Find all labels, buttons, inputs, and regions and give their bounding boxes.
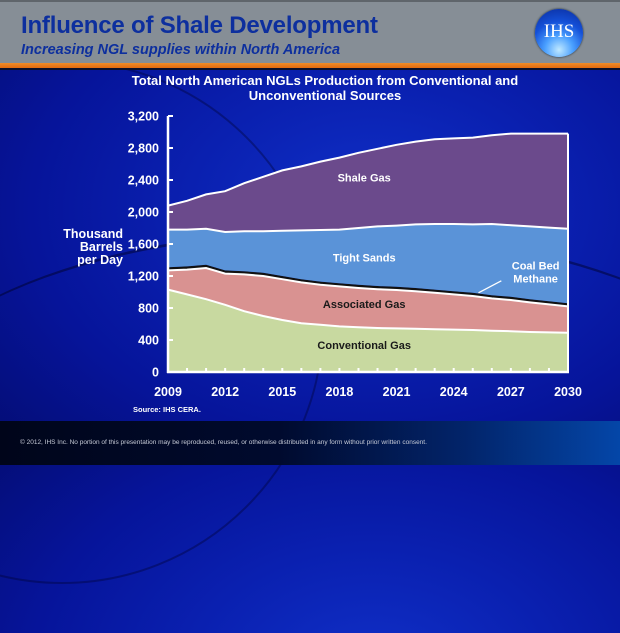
- footer: © 2012, IHS Inc. No portion of this pres…: [0, 421, 620, 465]
- stacked-area-chart: 0 400 800 1,200 1,600 2,000 2,400 2,800 3,200 200…: [128, 110, 582, 400]
- x-tick-label: 2018: [326, 385, 354, 399]
- y-tick-label: 3,200: [128, 110, 159, 124]
- x-tick-label: 2012: [211, 385, 239, 399]
- x-tick-label: 2027: [497, 385, 525, 399]
- y-tick-label: 2,400: [128, 174, 159, 188]
- accent-bar: [0, 63, 620, 68]
- logo-text: IHS: [543, 21, 575, 42]
- labels-group: Conventional Gas Associated Gas Tight Sand…: [317, 173, 559, 352]
- lines-group: [167, 132, 569, 372]
- series-label-tight-sands: Tight Sands: [333, 253, 396, 265]
- x-tick-label: 2015: [268, 385, 296, 399]
- line-associated-gas: [167, 266, 569, 308]
- y-tick-label: 1,600: [128, 238, 159, 252]
- area-shale-gas: [168, 133, 568, 232]
- slide-title: Influence of Shale Development: [21, 12, 378, 39]
- copyright-text: © 2012, IHS Inc. No portion of this pres…: [20, 439, 427, 446]
- y-tick-label: 400: [138, 334, 159, 348]
- y-axis-label-line: per Day: [77, 253, 123, 267]
- source-note: Source: IHS CERA.: [133, 405, 201, 414]
- series-label-shale-gas: Shale Gas: [338, 173, 391, 185]
- y-tick-label: 1,200: [128, 270, 159, 284]
- chart-title: Total North American NGLs Production fro…: [100, 73, 550, 103]
- x-tick-label: 2021: [383, 385, 411, 399]
- slide-subtitle: Increasing NGL supplies within North Ame…: [21, 42, 341, 58]
- series-label-coal-bed-methane: Coal Bed: [512, 261, 560, 273]
- area-conventional-gas: [168, 289, 568, 372]
- slide-header: Influence of Shale Development Increasin…: [0, 0, 620, 63]
- divider: [0, 68, 620, 70]
- area-tight-sands: [168, 224, 568, 304]
- line-shale-gas: [167, 132, 568, 207]
- series-label-conventional-gas: Conventional Gas: [317, 340, 411, 352]
- y-tick-label: 0: [152, 366, 159, 380]
- line-conventional-gas: [167, 288, 569, 334]
- coal-bed-methane-callout-line: [478, 280, 502, 294]
- series-label-associated-gas: Associated Gas: [323, 299, 406, 311]
- y-axis-label: Thousand Barrels per Day: [63, 228, 123, 267]
- ihs-logo-icon: IHS: [535, 9, 583, 57]
- chart-title-text: Total North American NGLs Production fro…: [131, 73, 519, 103]
- x-tick-label: 2009: [154, 385, 182, 399]
- series-label-coal-bed-methane: Methane: [513, 274, 558, 286]
- y-tick-label: 2,000: [128, 206, 159, 220]
- area-coal-bed-methane: [168, 264, 568, 307]
- axes-group: 0 400 800 1,200 1,600 2,000 2,400 2,800 3,200 200…: [128, 110, 582, 400]
- y-axis-label-line: Barrels: [79, 240, 123, 254]
- x-tick-label: 2030: [554, 385, 582, 399]
- y-axis-label-line: Thousand: [63, 227, 123, 241]
- y-tick-label: 800: [138, 302, 159, 316]
- line-tight-sands: [168, 222, 569, 234]
- y-tick-label: 2,800: [128, 142, 159, 156]
- x-tick-label: 2024: [440, 385, 468, 399]
